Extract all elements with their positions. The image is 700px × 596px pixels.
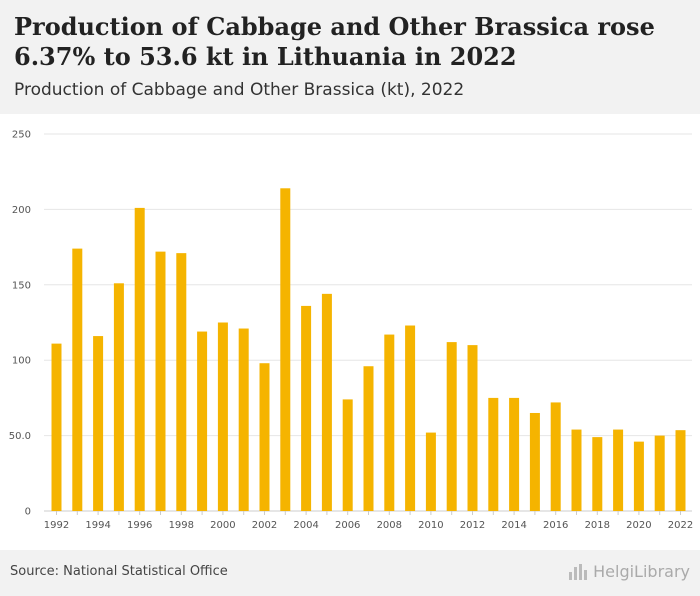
x-tick-label: 2002 <box>252 520 277 531</box>
bar <box>488 397 499 511</box>
bar <box>467 345 478 511</box>
bar <box>280 188 291 511</box>
bar <box>238 328 249 511</box>
bar <box>176 253 187 511</box>
x-tick-label: 2008 <box>377 520 402 531</box>
chart-title: Production of Cabbage and Other Brassica… <box>14 12 655 71</box>
x-tick-label: 1994 <box>85 520 110 531</box>
x-tick-label: 2022 <box>668 520 693 531</box>
x-tick-label: 2006 <box>335 520 360 531</box>
bar <box>342 399 353 511</box>
helgi-library-logo: HelgiLibrary <box>569 562 690 581</box>
bar <box>425 432 436 511</box>
x-tick-label: 2000 <box>210 520 235 531</box>
bar <box>134 207 145 511</box>
bar <box>384 334 395 511</box>
x-tick-label: 2010 <box>418 520 443 531</box>
bar <box>446 342 457 511</box>
bar <box>654 435 665 511</box>
y-tick-label: 0 <box>25 507 31 518</box>
bar <box>72 248 83 511</box>
x-tick-label: 2018 <box>585 520 610 531</box>
bar <box>571 429 582 511</box>
x-tick-label: 2016 <box>543 520 568 531</box>
logo-text: HelgiLibrary <box>593 562 690 581</box>
chart-area: 0 50.0 100 150 200 250 1992 1994 1996 1998 2000 200… <box>0 114 700 550</box>
x-tick-label: 1992 <box>44 520 69 531</box>
x-tick-label: 2020 <box>626 520 651 531</box>
bar <box>197 331 208 511</box>
bar <box>529 412 540 511</box>
bar <box>509 397 520 511</box>
y-tick-label: 200 <box>12 205 31 216</box>
x-tick-label: 2014 <box>501 520 526 531</box>
bar <box>321 293 332 511</box>
bar <box>93 336 104 511</box>
bar <box>363 366 374 511</box>
bar <box>613 429 624 511</box>
x-tick-label: 2004 <box>293 520 318 531</box>
bar <box>51 343 62 511</box>
bar-chart: 0 50.0 100 150 200 250 1992 1994 1996 1998 2000 200… <box>9 130 693 532</box>
y-tick-label: 150 <box>12 280 31 291</box>
bar <box>550 402 561 511</box>
bar <box>405 325 416 511</box>
y-tick-label: 250 <box>12 130 31 141</box>
source-note: Source: National Statistical Office <box>10 564 228 579</box>
x-tick-label: 1996 <box>127 520 152 531</box>
x-tick-label: 1998 <box>169 520 194 531</box>
chart-subtitle: Production of Cabbage and Other Brassica… <box>14 80 465 100</box>
bar <box>592 437 603 511</box>
bar <box>633 441 644 511</box>
bar <box>155 251 166 511</box>
logo-icon <box>569 563 589 580</box>
y-tick-label: 50.0 <box>9 431 31 442</box>
y-tick-label: 100 <box>12 356 31 367</box>
bar <box>301 305 312 511</box>
x-tick-label: 2012 <box>460 520 485 531</box>
bar <box>675 430 686 511</box>
bar <box>113 283 124 511</box>
bar <box>259 363 270 511</box>
bar <box>217 322 228 511</box>
